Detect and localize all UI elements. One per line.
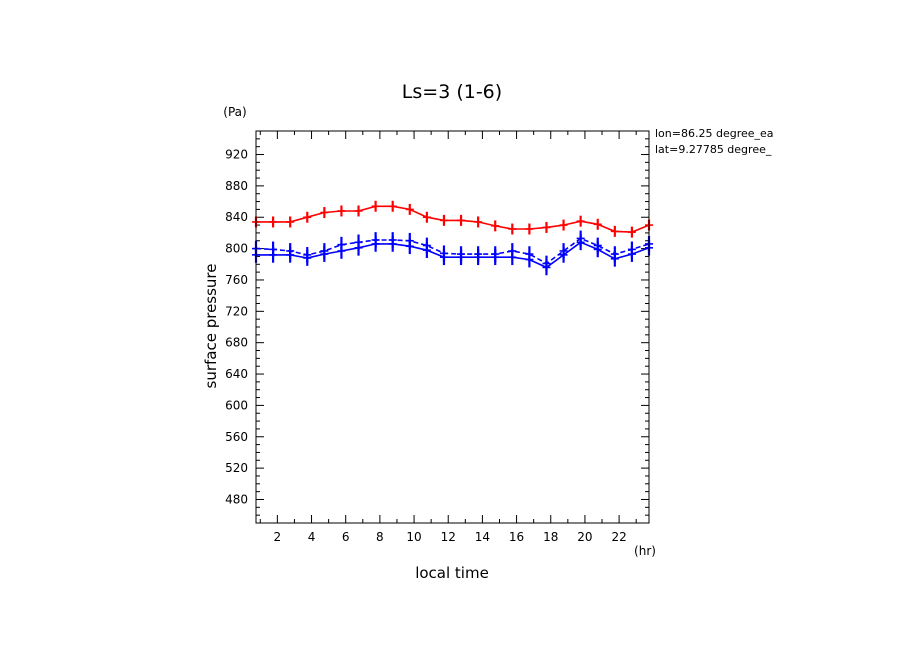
plot-frame — [255, 130, 650, 524]
chart-title: Ls=3 (1-6) — [402, 81, 502, 103]
x-axis-title: local time — [415, 564, 489, 582]
x-tick-label: 12 — [441, 530, 456, 544]
annotation-lat: lat=9.27785 degree_ — [655, 143, 772, 156]
x-tick-label: 16 — [509, 530, 524, 544]
series-2-line — [255, 237, 650, 265]
x-tick-label: 10 — [406, 530, 421, 544]
y-axis-title: surface pressure — [202, 264, 220, 389]
y-tick-label: 920 — [225, 148, 248, 162]
series-1-line — [256, 241, 650, 269]
y-tick-label: 680 — [225, 336, 248, 350]
x-unit-label: (hr) — [634, 544, 656, 558]
y-tick-label: 600 — [225, 398, 248, 412]
x-tick-label: 18 — [543, 530, 558, 544]
y-tick-label: 880 — [225, 179, 248, 193]
x-tick-label: 8 — [376, 530, 384, 544]
y-tick-label: 840 — [225, 210, 248, 224]
y-tick-label: 640 — [225, 367, 248, 381]
x-tick-label: 2 — [274, 530, 282, 544]
x-tick-label: 14 — [475, 530, 490, 544]
y-tick-label: 480 — [225, 492, 248, 506]
x-tick-label: 20 — [577, 530, 592, 544]
y-tick-label: 760 — [225, 273, 248, 287]
annotation-lon: lon=86.25 degree_ea — [655, 127, 774, 140]
x-tick-label: 4 — [308, 530, 316, 544]
y-tick-label: 560 — [225, 430, 248, 444]
y-tick-label: 720 — [225, 304, 248, 318]
y-tick-label: 800 — [225, 242, 248, 256]
x-tick-label: 6 — [342, 530, 350, 544]
series-0-line — [256, 205, 650, 233]
plot-layer: 480 520 560 600 640 680 720 760 800 840 880 920 2 4 6 8… — [225, 131, 653, 544]
x-tick-label: 22 — [611, 530, 626, 544]
y-unit-label: (Pa) — [223, 105, 246, 119]
y-tick-label: 520 — [225, 461, 248, 475]
